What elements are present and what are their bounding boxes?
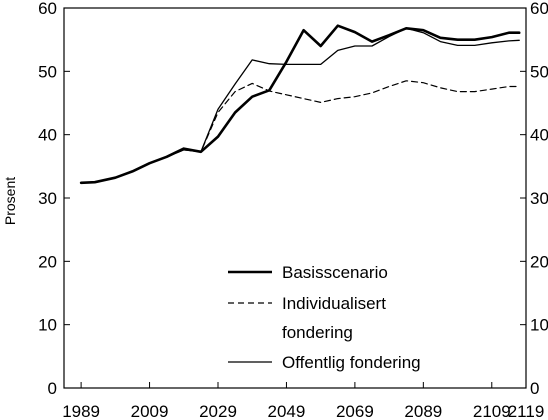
- x-tick-label: 2029: [199, 402, 237, 420]
- y-tick-label-left: 40: [38, 126, 57, 145]
- y-tick-label-left: 60: [38, 0, 57, 18]
- x-tick-label: 1989: [62, 402, 100, 420]
- x-tick-label: 2009: [131, 402, 169, 420]
- y-tick-label-right: 30: [530, 189, 548, 208]
- y-tick-label-left: 10: [38, 316, 57, 335]
- y-tick-label-left: 50: [38, 62, 57, 81]
- x-tick-label: 2069: [336, 402, 374, 420]
- y-tick-label-right: 50: [530, 62, 548, 81]
- y-tick-label-right: 40: [530, 126, 548, 145]
- y-tick-label-right: 0: [530, 379, 539, 398]
- y-tick-label-left: 20: [38, 252, 57, 271]
- y-tick-label-left: 30: [38, 189, 57, 208]
- legend-label-individualisert-fondering: fondering: [282, 323, 353, 342]
- x-tick-label: 2119: [508, 402, 545, 420]
- legend-label-basisscenario: Basisscenario: [282, 263, 388, 282]
- y-tick-label-right: 60: [530, 0, 548, 18]
- y-tick-label-right: 10: [530, 316, 548, 335]
- y-axis-title: Prosent: [2, 177, 18, 225]
- offentlig-fondering-line: [80, 27, 520, 184]
- x-tick-label: 2049: [268, 402, 306, 420]
- basisscenario-line: [79, 24, 521, 185]
- legend-label-offentlig-fondering: Offentlig fondering: [282, 353, 421, 372]
- y-tick-label-right: 20: [530, 252, 548, 271]
- y-tick-label-left: 0: [48, 379, 57, 398]
- x-tick-label: 2109: [473, 402, 511, 420]
- individualisert-fondering-line: [80, 80, 520, 184]
- legend-label-individualisert-fondering: Individualisert: [282, 294, 386, 313]
- x-tick-label: 2089: [404, 402, 442, 420]
